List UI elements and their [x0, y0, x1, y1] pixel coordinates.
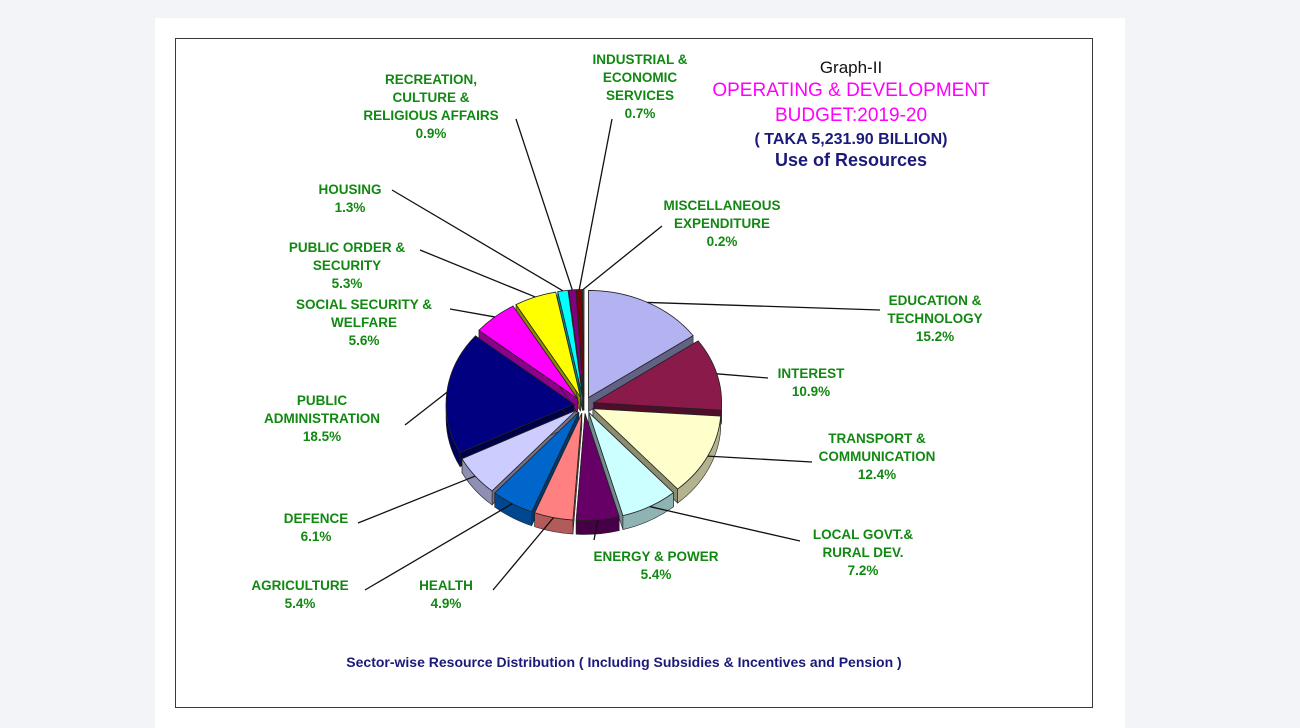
pie-slice-top — [534, 413, 583, 521]
slice-category-label: PUBLIC — [297, 393, 348, 408]
pie-slice-top — [588, 290, 694, 399]
slice-category-label: LOCAL GOVT.& — [813, 527, 914, 542]
slice-category-label: AGRICULTURE — [251, 578, 348, 593]
leader-line — [449, 308, 495, 318]
slice-labels: EDUCATION & TECHNOLOGY 15.2% INTEREST 10.9% T… — [251, 52, 982, 611]
slice-category-label: EDUCATION & — [889, 293, 982, 308]
slice-category-label: COMMUNICATION — [819, 449, 936, 464]
pie-slice-top — [494, 411, 580, 513]
slice-value-label: 5.4% — [641, 567, 672, 582]
slice-value-label: 5.4% — [285, 596, 316, 611]
pie-slice-top — [478, 305, 578, 399]
slice-value-label: 0.7% — [625, 106, 656, 121]
leader-line — [578, 118, 613, 290]
leader-line — [515, 118, 573, 291]
slice-category-label: INTEREST — [778, 366, 846, 381]
slice-category-label: RURAL DEV. — [822, 545, 903, 560]
pie-slice-top — [575, 413, 620, 521]
slice-category-label: DEFENCE — [284, 511, 349, 526]
chart-subtitle-amount: ( TAKA 5,231.90 BILLION) — [755, 131, 948, 148]
chart-subtitle-resources: Use of Resources — [775, 150, 927, 170]
chart-title-line-2: BUDGET:2019-20 — [775, 105, 927, 126]
pie-slice-top — [575, 289, 585, 397]
leader-line — [492, 517, 554, 591]
leader-line — [593, 519, 599, 541]
leader-line — [357, 475, 476, 524]
pie-slice-top — [461, 409, 577, 492]
slice-category-label: WELFARE — [331, 315, 397, 330]
pie-slice — [592, 340, 723, 425]
slice-category-label: HEALTH — [419, 578, 473, 593]
pie-slice-top — [445, 335, 575, 454]
slice-value-label: 5.6% — [349, 333, 380, 348]
leader-line — [404, 391, 448, 426]
slice-value-label: 12.4% — [858, 467, 896, 482]
slice-value-label: 18.5% — [303, 429, 341, 444]
leader-line — [391, 189, 564, 292]
slice-value-label: 7.2% — [848, 563, 879, 578]
graph-label: Graph-II — [820, 58, 882, 77]
pie-slice-top — [592, 340, 723, 411]
slice-category-label: TECHNOLOGY — [887, 311, 982, 326]
pie-slice-top — [591, 408, 722, 490]
leader-line — [582, 225, 663, 291]
slice-value-label: 10.9% — [792, 384, 830, 399]
slice-value-label: 4.9% — [431, 596, 462, 611]
pie-slice-top — [515, 291, 581, 398]
slice-category-label: ECONOMIC — [603, 70, 678, 85]
leader-line — [716, 373, 769, 379]
slice-category-label: EXPENDITURE — [674, 216, 770, 231]
slice-value-label: 6.1% — [301, 529, 332, 544]
chart-title-line-1: OPERATING & DEVELOPMENT — [712, 80, 990, 101]
slice-value-label: 15.2% — [916, 329, 954, 344]
pie-slice — [588, 411, 675, 530]
slice-category-label: RELIGIOUS AFFAIRS — [363, 108, 498, 123]
slice-category-label: INDUSTRIAL & — [592, 52, 687, 67]
pie-slice-top — [568, 289, 584, 397]
pie-slice-top — [588, 412, 675, 517]
slice-category-label: CULTURE & — [393, 90, 470, 105]
slice-category-label: SOCIAL SECURITY & — [296, 297, 432, 312]
leader-line — [647, 301, 881, 311]
slice-category-label: RECREATION, — [385, 72, 477, 87]
leader-line — [419, 249, 536, 298]
slice-category-label: ADMINISTRATION — [264, 411, 380, 426]
slice-value-label: 0.9% — [416, 126, 447, 141]
pie-slice — [575, 413, 620, 535]
slice-value-label: 5.3% — [332, 276, 363, 291]
leader-line — [364, 503, 513, 591]
slice-category-label: PUBLIC ORDER & — [289, 240, 406, 255]
leader-line — [649, 505, 801, 542]
pie-slices — [445, 289, 723, 535]
slice-value-label: 0.2% — [707, 234, 738, 249]
slice-category-label: HOUSING — [318, 182, 381, 197]
slice-category-label: ENERGY & POWER — [593, 549, 718, 564]
slice-value-label: 1.3% — [335, 200, 366, 215]
slice-category-label: SERVICES — [606, 88, 674, 103]
chart-footnote: Sector-wise Resource Distribution ( Incl… — [346, 654, 901, 670]
leader-line — [707, 455, 813, 463]
slice-category-label: SECURITY — [313, 258, 381, 273]
slice-category-label: MISCELLANEOUS — [663, 198, 780, 213]
slice-category-label: TRANSPORT & — [828, 431, 926, 446]
